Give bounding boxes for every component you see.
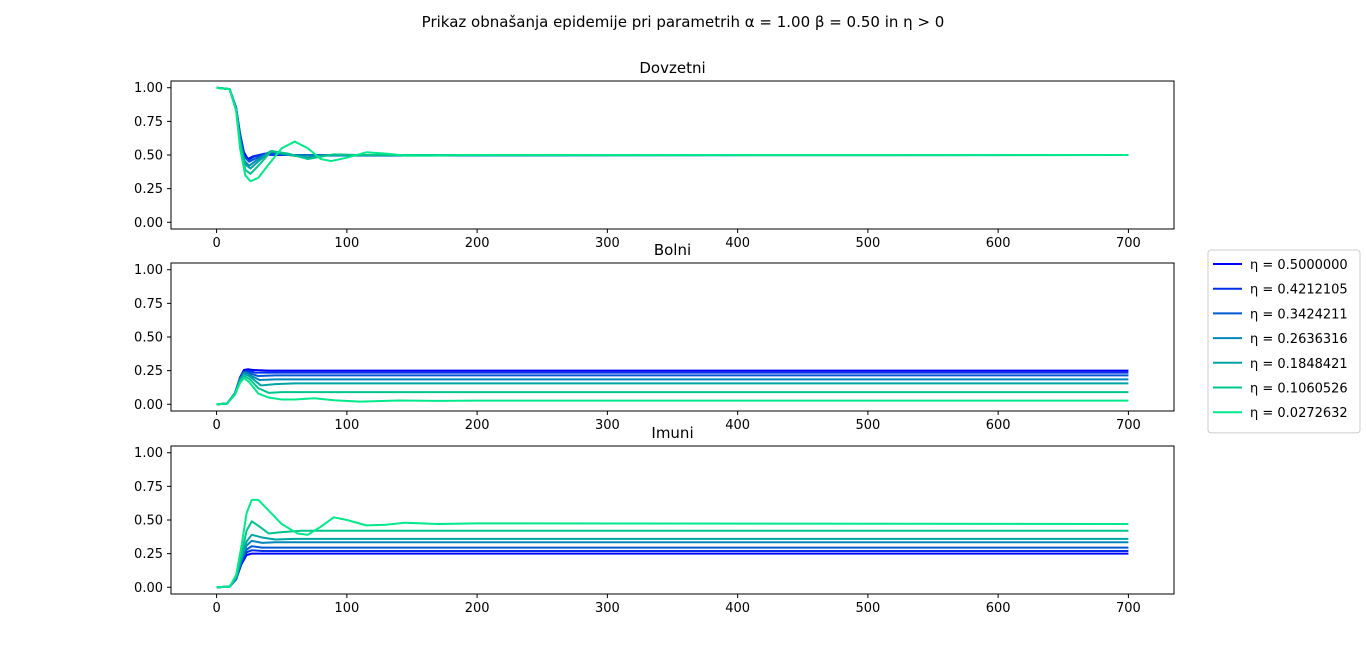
y-tick-label: 0.75 — [134, 115, 163, 130]
subplots: Dovzetni 0 100 200 300 400 500 600 700 0.00 0.25 0.… — [134, 59, 1175, 616]
legend-label: η = 0.0272632 — [1250, 406, 1348, 421]
y-tick-label: 0.25 — [134, 182, 163, 197]
y-tick-label: 0.75 — [134, 297, 163, 312]
x-tick-label: 700 — [1116, 236, 1141, 251]
y-tick-label: 0.50 — [134, 149, 163, 164]
subplot-title-bolni: Bolni — [654, 241, 691, 259]
x-tick-label: 200 — [465, 418, 490, 433]
subplot-title-dovzetni: Dovzetni — [639, 59, 705, 77]
x-tick-label: 0 — [212, 236, 220, 251]
y-tick-label: 0.50 — [134, 331, 163, 346]
x-tick-label: 400 — [725, 601, 750, 616]
y-tick-label: 1.00 — [134, 81, 163, 96]
legend-label: η = 0.2636316 — [1250, 332, 1348, 347]
legend: η = 0.5000000 η = 0.4212105 η = 0.3424211 η… — [1207, 249, 1361, 434]
x-tick-label: 100 — [334, 236, 359, 251]
y-tick-label: 1.00 — [134, 263, 163, 278]
x-tick-label: 700 — [1116, 418, 1141, 433]
axes-frame-bolni — [170, 262, 1175, 412]
y-tick-label: 0.50 — [134, 514, 163, 529]
legend-label: η = 0.1848421 — [1250, 357, 1348, 372]
legend-label: η = 0.3424211 — [1250, 307, 1348, 322]
x-tick-label: 200 — [465, 236, 490, 251]
series-line-dovzetni-2 — [216, 86, 1129, 163]
x-tick-label: 500 — [855, 601, 880, 616]
x-tick-label: 0 — [212, 418, 220, 433]
axes-frame-imuni — [170, 445, 1175, 595]
legend-label: η = 0.4212105 — [1250, 283, 1348, 298]
series-line-bolni-3 — [216, 371, 1129, 406]
series-line-dovzetni-1 — [216, 86, 1129, 162]
y-tick-label: 0.25 — [134, 364, 163, 379]
x-tick-label: 500 — [855, 236, 880, 251]
series-line-imuni-1 — [216, 549, 1129, 589]
x-tick-label: 600 — [986, 601, 1011, 616]
series-line-bolni-6 — [216, 377, 1129, 406]
figure-suptitle: Prikaz obnašanja epidemije pri parametri… — [422, 13, 945, 31]
x-tick-label: 300 — [595, 236, 620, 251]
y-tick-label: 1.00 — [134, 446, 163, 461]
series-line-imuni-0 — [216, 552, 1129, 589]
x-tick-label: 0 — [212, 601, 220, 616]
x-tick-label: 600 — [986, 418, 1011, 433]
series-line-dovzetni-6 — [216, 86, 1129, 183]
subplot-dovzetni: Dovzetni 0 100 200 300 400 500 600 700 0.00 0.25 0.… — [134, 59, 1175, 251]
x-tick-label: 400 — [725, 418, 750, 433]
y-tick-label: 0.00 — [134, 581, 163, 596]
series-line-dovzetni-0 — [216, 86, 1129, 161]
y-tick-label: 0.00 — [134, 398, 163, 413]
series-line-bolni-2 — [216, 370, 1129, 406]
subplot-bolni: Bolni 0 100 200 300 400 500 600 700 0.00 0.25 0.50 0… — [134, 241, 1175, 433]
y-tick-label: 0.25 — [134, 547, 163, 562]
x-tick-label: 500 — [855, 418, 880, 433]
legend-label: η = 0.1060526 — [1250, 382, 1348, 397]
series-line-dovzetni-5 — [216, 86, 1129, 175]
x-tick-label: 200 — [465, 601, 490, 616]
y-tick-label: 0.00 — [134, 216, 163, 231]
legend-label: η = 0.5000000 — [1250, 258, 1348, 273]
x-tick-label: 100 — [334, 418, 359, 433]
series-line-imuni-6 — [216, 498, 1129, 589]
x-tick-label: 400 — [725, 236, 750, 251]
x-tick-label: 100 — [334, 601, 359, 616]
x-tick-label: 600 — [986, 236, 1011, 251]
y-tick-label: 0.75 — [134, 480, 163, 495]
series-line-imuni-2 — [216, 545, 1129, 589]
x-tick-label: 700 — [1116, 601, 1141, 616]
x-tick-label: 300 — [595, 601, 620, 616]
x-tick-label: 300 — [595, 418, 620, 433]
subplot-title-imuni: Imuni — [651, 424, 693, 442]
legend-box — [1207, 249, 1361, 434]
subplot-imuni: Imuni 0 100 200 300 400 500 600 700 0.00 0.25 0.50 0… — [134, 424, 1175, 616]
